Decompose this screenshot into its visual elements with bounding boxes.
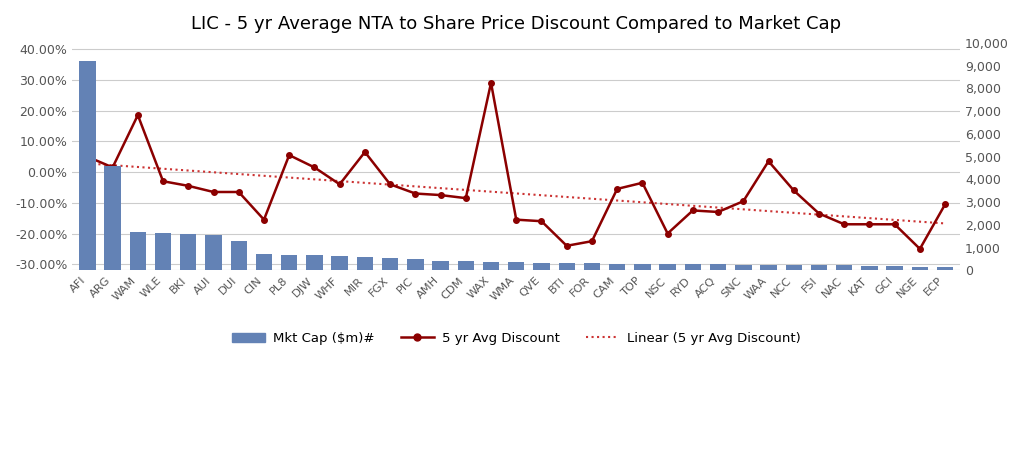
Bar xyxy=(836,265,852,270)
Bar xyxy=(130,232,146,270)
Bar xyxy=(155,233,171,270)
Bar xyxy=(356,257,373,270)
Bar xyxy=(861,266,878,270)
Bar xyxy=(887,266,903,270)
Bar xyxy=(458,261,474,270)
Bar xyxy=(206,235,222,270)
Bar xyxy=(710,264,726,270)
Bar xyxy=(937,267,953,270)
Bar xyxy=(735,264,752,270)
Bar xyxy=(382,258,398,270)
Bar xyxy=(534,263,550,270)
Bar xyxy=(180,234,197,270)
Bar xyxy=(811,265,827,270)
Bar xyxy=(104,166,121,270)
Bar xyxy=(634,263,650,270)
Bar xyxy=(432,261,449,270)
Bar xyxy=(609,263,626,270)
Bar xyxy=(230,241,247,270)
Bar xyxy=(508,262,524,270)
Bar xyxy=(685,264,701,270)
Bar xyxy=(256,254,272,270)
Bar xyxy=(483,262,500,270)
Bar xyxy=(281,255,297,270)
Bar xyxy=(785,265,802,270)
Title: LIC - 5 yr Average NTA to Share Price Discount Compared to Market Cap: LIC - 5 yr Average NTA to Share Price Di… xyxy=(191,15,842,33)
Bar xyxy=(558,263,574,270)
Bar xyxy=(659,264,676,270)
Bar xyxy=(911,267,928,270)
Bar xyxy=(584,263,600,270)
Legend: Mkt Cap ($m)#, 5 yr Avg Discount, Linear (5 yr Avg Discount): Mkt Cap ($m)#, 5 yr Avg Discount, Linear… xyxy=(226,327,806,350)
Bar xyxy=(306,255,323,270)
Bar xyxy=(79,61,95,270)
Bar xyxy=(761,265,777,270)
Bar xyxy=(408,259,424,270)
Bar xyxy=(332,256,348,270)
